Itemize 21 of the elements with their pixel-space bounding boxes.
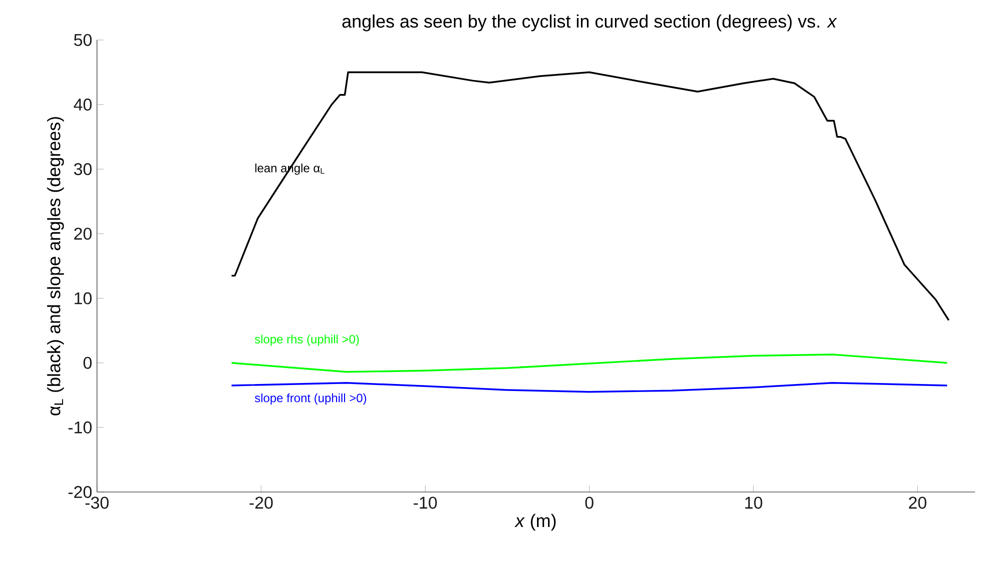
y-tick-label: -10 [68, 421, 92, 434]
x-tick-label: -30 [85, 496, 109, 509]
y-tick-label: 50 [74, 34, 92, 46]
line-series [230, 354, 948, 373]
series-label: slope front (uphill >0) [254, 393, 366, 405]
x-axis-title: x (m) [514, 514, 556, 531]
line-series [230, 382, 948, 393]
y-tick-label: 20 [74, 228, 92, 240]
y-tick-label: -20 [68, 486, 92, 498]
y-tick-label: 0 [84, 356, 92, 369]
x-tick-label: -10 [414, 496, 437, 509]
y-axis-title: α$_{L}$ (black) and slope angles (degrees) [47, 117, 64, 416]
y-tick-label: 30 [74, 163, 92, 176]
x-tick-label: -20 [250, 496, 273, 509]
y-tick-label: 40 [74, 98, 92, 111]
chart-title: angles as seen by the cyclist in curved section (degrees) vs. x [342, 14, 838, 32]
x-tick-label: 0 [585, 496, 594, 509]
series-label: slope rhs (uphill >0) [254, 334, 359, 346]
x-tick-label: 20 [908, 496, 926, 509]
x-tick-label: 10 [745, 496, 762, 509]
y-tick-label: 10 [74, 292, 92, 304]
